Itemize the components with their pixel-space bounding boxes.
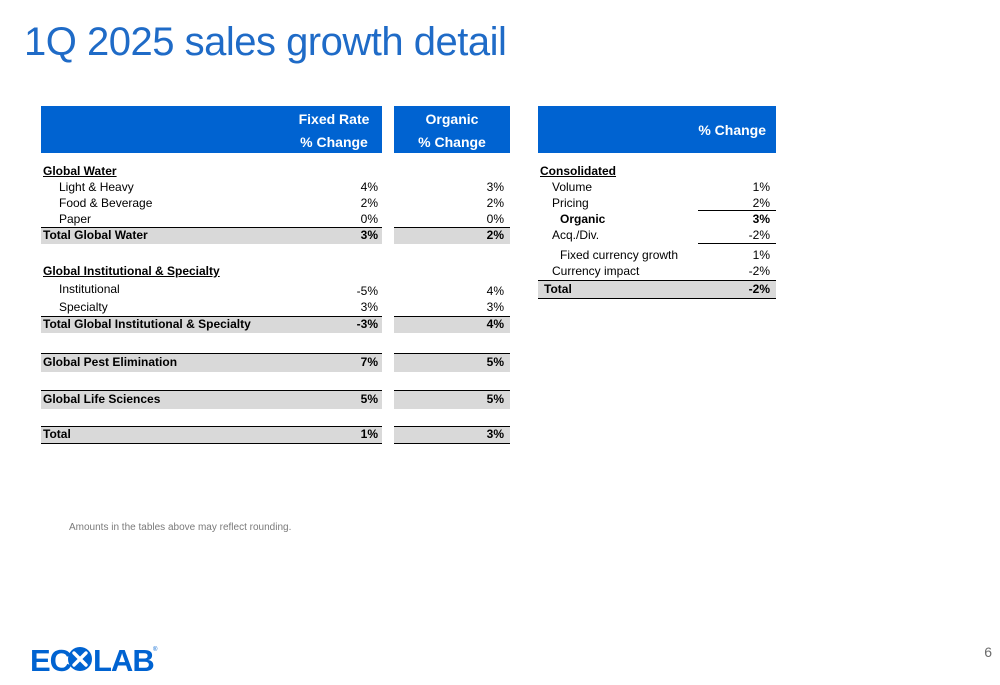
- institutional-fixed: -5%: [356, 284, 378, 298]
- page-number: 6: [984, 644, 992, 660]
- svg-text:®: ®: [153, 646, 158, 653]
- gls-band-b: [394, 390, 510, 409]
- total-label: Total: [43, 427, 71, 441]
- paper-label: Paper: [59, 212, 92, 226]
- total-gis-band-b: [394, 316, 510, 333]
- institutional-label: Institutional: [59, 282, 120, 296]
- ecolab-logo: EC LAB ®: [30, 643, 158, 675]
- gls-band-a: [41, 390, 382, 409]
- food-bev-organic: 2%: [486, 196, 504, 210]
- total-gis-organic: 4%: [486, 317, 504, 331]
- total-gw-fixed: 3%: [360, 228, 378, 242]
- total-gw-band-a: [41, 227, 382, 244]
- total-gis-fixed: -3%: [356, 317, 378, 331]
- gls-organic: 5%: [486, 392, 504, 406]
- total-band-a: [41, 426, 382, 444]
- light-heavy-fixed: 4%: [360, 180, 378, 194]
- pricing-value: 2%: [752, 196, 770, 210]
- organic-label: Organic: [560, 212, 606, 226]
- svg-text:LAB: LAB: [93, 643, 154, 675]
- total-gw-band-b: [394, 227, 510, 244]
- right-header: % Change: [538, 106, 776, 153]
- total-gis-label: Total Global Institutional & Specialty: [43, 317, 251, 331]
- gis-heading: Global Institutional & Specialty: [43, 264, 220, 278]
- consolidated-heading: Consolidated: [540, 164, 617, 178]
- gls-label: Global Life Sciences: [43, 392, 161, 406]
- volume-label: Volume: [552, 180, 593, 194]
- total-organic: 3%: [486, 427, 504, 441]
- pricing-underline: [698, 210, 776, 211]
- pricing-label: Pricing: [552, 196, 589, 210]
- currency-impact-value: -2%: [748, 264, 770, 278]
- paper-fixed: 0%: [360, 212, 378, 226]
- light-heavy-organic: 3%: [486, 180, 504, 194]
- right-total-band: [538, 280, 776, 299]
- acq-value: -2%: [748, 228, 770, 242]
- footnote: Amounts in the tables above may reflect …: [69, 522, 292, 533]
- total-fixed: 1%: [360, 427, 378, 441]
- food-bev-label: Food & Beverage: [59, 196, 153, 210]
- acq-label: Acq./Div.: [552, 228, 600, 242]
- fixed-rate-header: Fixed Rate % Change: [286, 106, 382, 153]
- page-title: 1Q 2025 sales growth detail: [24, 20, 507, 64]
- fixed-currency-label: Fixed currency growth: [560, 248, 679, 262]
- svg-text:EC: EC: [30, 643, 72, 675]
- organic-header: Organic % Change: [394, 106, 510, 153]
- total-gw-label: Total Global Water: [43, 228, 148, 242]
- acq-underline: [698, 243, 776, 244]
- right-total-value: -2%: [748, 282, 770, 296]
- gpe-label: Global Pest Elimination: [43, 355, 178, 369]
- specialty-label: Specialty: [59, 300, 108, 314]
- global-water-heading: Global Water: [43, 164, 117, 178]
- specialty-organic: 3%: [486, 300, 504, 314]
- gpe-band-a: [41, 353, 382, 372]
- gpe-organic: 5%: [486, 355, 504, 369]
- total-band-b: [394, 426, 510, 444]
- fixed-currency-value: 1%: [752, 248, 770, 262]
- paper-organic: 0%: [486, 212, 504, 226]
- specialty-fixed: 3%: [360, 300, 378, 314]
- organic-value: 3%: [752, 212, 770, 226]
- volume-value: 1%: [752, 180, 770, 194]
- gls-fixed: 5%: [360, 392, 378, 406]
- right-total-label: Total: [544, 282, 572, 296]
- gpe-fixed: 7%: [360, 355, 378, 369]
- food-bev-fixed: 2%: [360, 196, 378, 210]
- gpe-band-b: [394, 353, 510, 372]
- total-gis-band-a: [41, 316, 382, 333]
- institutional-organic: 4%: [486, 284, 504, 298]
- currency-impact-label: Currency impact: [552, 264, 640, 278]
- light-heavy-label: Light & Heavy: [59, 180, 134, 194]
- total-gw-organic: 2%: [486, 228, 504, 242]
